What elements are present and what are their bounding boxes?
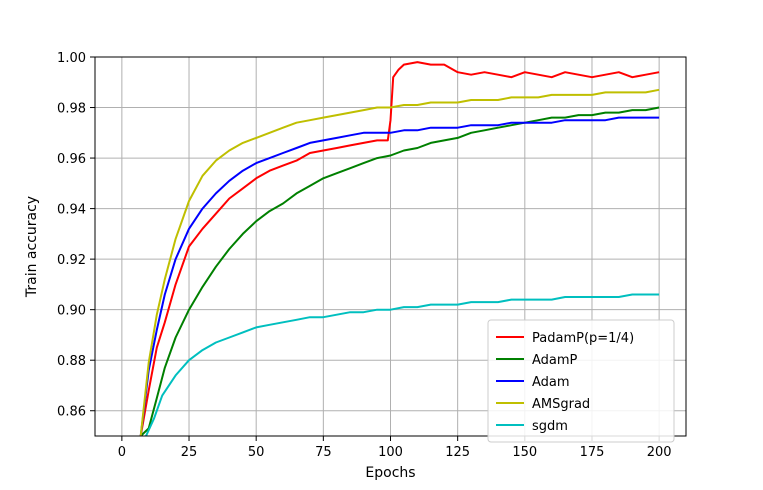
plot-area: 0 25 50 75 100 125 150 175 200 0.86 0.88 0.90 0.92 0.…: [24, 51, 687, 481]
x-tick-label: 0: [118, 445, 126, 460]
y-tick-label: 0.92: [57, 253, 86, 268]
legend: PadamP(p=1/4) AdamP Adam AMSgrad sgdm: [487, 319, 675, 443]
legend-box: [487, 319, 675, 443]
series-line-2: [139, 116, 660, 436]
y-tick-label: 0.90: [57, 304, 86, 319]
x-tick-label: 200: [647, 445, 672, 460]
x-tick-label: 50: [248, 445, 265, 460]
series-line-0: [139, 61, 660, 436]
series-group: [139, 61, 660, 436]
y-axis-label: Train accuracy: [24, 196, 40, 298]
x-axis-label: Epochs: [365, 465, 415, 481]
x-tick-label: 175: [580, 445, 605, 460]
legend-label-4: sgdm: [532, 419, 568, 434]
x-tick-label: 25: [181, 445, 198, 460]
legend-label-2: Adam: [532, 375, 570, 390]
legend-label-0: PadamP(p=1/4): [532, 331, 634, 346]
y-tick-label: 0.88: [57, 354, 86, 369]
x-tick-label: 125: [445, 445, 470, 460]
legend-label-1: AdamP: [532, 353, 578, 368]
x-tick-label: 100: [378, 445, 403, 460]
y-tick-label: 1.00: [57, 51, 86, 66]
series-line-3: [139, 88, 660, 436]
x-tick-label: 150: [512, 445, 537, 460]
series-line-1: [140, 106, 660, 436]
x-tick-label: 75: [315, 445, 332, 460]
y-tick-label: 0.98: [57, 102, 86, 117]
y-tick-label: 0.86: [57, 405, 86, 420]
y-tick-label: 0.94: [57, 203, 86, 218]
legend-label-3: AMSgrad: [532, 397, 590, 412]
y-tick-label: 0.96: [57, 152, 86, 167]
series-line-4: [145, 293, 660, 436]
